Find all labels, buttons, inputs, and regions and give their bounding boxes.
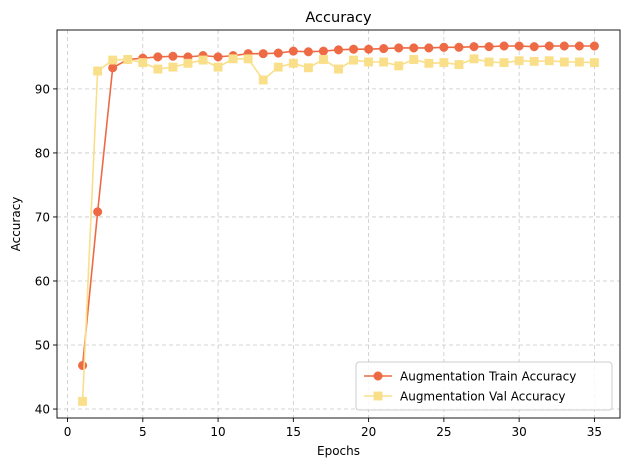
data-point (424, 58, 434, 68)
data-point (484, 57, 494, 67)
data-point (349, 55, 359, 65)
data-point (454, 60, 464, 70)
data-point (379, 57, 389, 67)
data-point (439, 58, 449, 68)
data-point (349, 44, 359, 54)
data-point (183, 58, 193, 68)
x-tick-label: 20 (361, 425, 376, 439)
data-point (168, 62, 178, 72)
x-tick-label: 5 (139, 425, 147, 439)
data-point (93, 66, 103, 76)
data-point (138, 58, 148, 68)
data-point (529, 42, 539, 52)
x-tick-label: 15 (286, 425, 301, 439)
y-axis-title: Accuracy (9, 197, 23, 252)
data-point (288, 58, 298, 68)
data-point (589, 58, 599, 68)
data-point (334, 64, 343, 74)
x-tick-label: 0 (64, 425, 72, 439)
data-point (544, 56, 554, 66)
data-point (394, 43, 404, 53)
data-point (484, 42, 494, 52)
data-point (499, 41, 509, 51)
x-tick-label: 35 (587, 425, 602, 439)
data-point (469, 54, 479, 64)
data-point (153, 52, 163, 62)
data-point (379, 44, 389, 54)
y-tick-label: 50 (35, 339, 50, 353)
series-layer (78, 41, 599, 406)
data-point (318, 46, 328, 56)
data-point (288, 46, 298, 56)
data-point (303, 47, 313, 57)
data-point (409, 43, 419, 53)
data-point (544, 41, 554, 51)
data-point (258, 75, 268, 85)
data-point (168, 51, 178, 61)
grid (57, 30, 620, 418)
y-tick-label: 80 (35, 146, 50, 160)
data-point (258, 49, 268, 59)
data-point (454, 42, 464, 52)
data-point (78, 360, 88, 371)
data-point (78, 396, 88, 406)
chart-title: Accuracy (305, 10, 372, 26)
data-point (108, 55, 118, 65)
x-tick-label: 25 (436, 425, 451, 439)
data-point (589, 41, 599, 51)
data-point (514, 56, 524, 66)
data-point (153, 64, 163, 74)
data-point (394, 61, 404, 71)
plot-area-frame (56, 29, 621, 419)
data-point (559, 41, 569, 51)
data-point (273, 48, 283, 58)
data-point (409, 55, 419, 64)
series-val (78, 54, 599, 406)
legend-label: Augmentation Val Accuracy (400, 390, 566, 404)
data-point (469, 42, 479, 52)
legend-label: Augmentation Train Accuracy (400, 370, 576, 384)
data-point (273, 62, 283, 72)
data-point (228, 54, 238, 64)
legend-box (355, 361, 613, 411)
data-point (499, 58, 509, 68)
data-point (243, 54, 253, 64)
data-point (123, 55, 133, 64)
y-tick-label: 60 (35, 274, 50, 288)
legend-swatch-marker (373, 391, 383, 401)
y-tick-label: 90 (35, 82, 50, 96)
legend-swatch-marker (373, 371, 383, 381)
data-point (529, 56, 539, 66)
data-point (303, 63, 313, 73)
x-tick-label: 30 (512, 425, 527, 439)
data-point (198, 55, 208, 65)
data-point (213, 52, 223, 62)
data-point (333, 45, 344, 55)
data-point (424, 43, 434, 53)
data-point (574, 57, 584, 67)
y-tick-label: 70 (35, 210, 50, 224)
data-point (213, 62, 223, 72)
data-point (574, 41, 584, 51)
x-tick-label: 10 (210, 425, 225, 439)
x-axis-title: Epochs (317, 444, 360, 458)
data-point (364, 44, 374, 54)
y-tick-label: 40 (35, 403, 50, 417)
data-point (93, 207, 103, 217)
data-point (514, 41, 524, 51)
data-point (108, 63, 118, 73)
data-point (364, 57, 374, 67)
data-point (559, 57, 569, 67)
data-point (439, 42, 449, 52)
legend: Augmentation Train Accuracy Augmentation … (355, 361, 613, 411)
data-point (318, 55, 328, 64)
axis-ticks: 0 5 10 15 20 25 30 35 40 50 60 70 80 90 (35, 82, 602, 439)
